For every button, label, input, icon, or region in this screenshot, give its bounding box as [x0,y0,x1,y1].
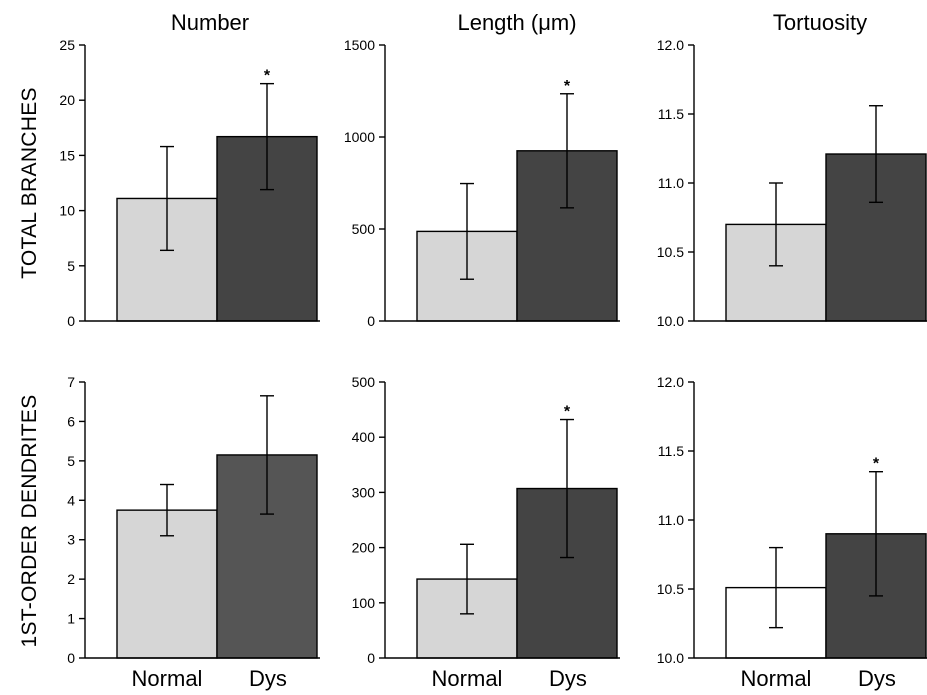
y-tick-label: 25 [59,37,75,53]
y-tick-label: 10.0 [657,313,684,329]
y-tick-label: 12.0 [657,37,684,53]
y-tick-label: 11.5 [658,106,684,122]
chart-panels: *0510152025*05001000150010.010.511.011.5… [59,37,927,666]
y-tick-label: 200 [352,540,376,556]
y-tick-label: 11.0 [658,175,684,191]
y-tick-label: 2 [67,571,75,587]
y-tick-label: 5 [67,453,75,469]
significance-marker: * [564,404,571,421]
y-tick-label: 6 [67,413,75,429]
significance-marker: * [264,68,271,85]
y-tick-label: 4 [67,492,75,508]
significance-marker: * [564,78,571,95]
column-title-length: Length (μm) [457,10,576,35]
y-tick-label: 400 [352,429,376,445]
y-tick-label: 10.5 [657,581,684,597]
y-tick-label: 10.0 [657,650,684,666]
row-label-total-branches: TOTAL BRANCHES [18,87,41,279]
y-tick-label: 1500 [344,37,375,53]
panel-3: 10.0 10.5 11.0 11.5 12.0 [657,37,927,329]
error-bar-normal [769,546,783,629]
row-label-1st-order-dendrites: 1ST-ORDER DENDRITES [18,394,41,647]
column-title-number: Number [171,10,249,35]
y-tick-label: 1000 [344,129,375,145]
error-bar-dys [869,105,883,204]
category-label-dys-col1: Dys [249,666,287,691]
significance-marker: * [873,456,880,473]
y-tick-label: 1 [67,611,75,627]
panel-2: * 0 500 1000 1500 [344,37,620,329]
y-tick-label: 0 [67,313,75,329]
error-bar-dys [260,395,274,515]
error-bar-normal [460,182,474,280]
y-tick-label: 0 [367,313,375,329]
category-label-normal-col2: Normal [432,666,503,691]
error-bar-dys [260,82,274,191]
error-bar-dys [560,93,574,209]
y-tick-label: 15 [59,147,75,163]
y-tick-label: 100 [352,595,376,611]
error-bar-normal [460,543,474,615]
y-tick-label: 12.0 [657,374,684,390]
column-title-tortuosity: Tortuosity [773,10,867,35]
y-tick-label: 11.5 [658,443,684,459]
y-tick-label: 500 [352,221,376,237]
y-tick-label: 11.0 [658,512,684,528]
y-tick-label: 0 [367,650,375,666]
error-bar-normal [160,145,174,252]
category-label-dys-col3: Dys [858,666,896,691]
category-label-normal-col1: Normal [132,666,203,691]
y-tick-label: 7 [67,374,75,390]
y-tick-label: 500 [352,374,376,390]
y-tick-label: 10 [59,203,75,219]
error-bar-normal [160,483,174,537]
y-tick-label: 0 [67,650,75,666]
error-bar-normal [769,182,783,267]
panel-4: 0 1 2 3 4 5 6 7 [67,374,320,666]
y-tick-label: 300 [352,484,376,500]
panel-6: * 10.0 10.5 11.0 11.5 12.0 [657,374,927,666]
error-bar-dys [560,418,574,559]
y-tick-label: 20 [59,92,75,108]
panel-1: * 0 5 10 15 20 25 [59,37,320,329]
y-tick-label: 5 [67,258,75,274]
category-label-normal-col3: Normal [741,666,812,691]
y-tick-label: 10.5 [657,244,684,260]
error-bar-dys [869,471,883,597]
y-tick-label: 3 [67,532,75,548]
category-label-dys-col2: Dys [549,666,587,691]
panel-5: * 0 100 200 300 400 500 [352,374,620,666]
